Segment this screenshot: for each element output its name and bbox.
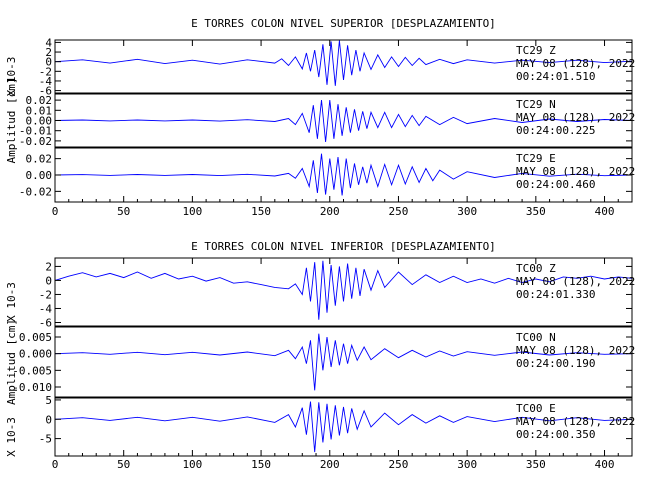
station-label: TC00 N (516, 331, 556, 344)
y-tick-label: 0.000 (19, 348, 52, 361)
y-tick-label: -0.02 (19, 135, 52, 148)
y-tick-label: -0.005 (12, 364, 52, 377)
x-tick-label: 150 (251, 458, 271, 471)
y-tick-label: 0 (45, 274, 52, 287)
y-tick-label: -6 (39, 316, 52, 329)
y-tick-label: -2 (39, 288, 52, 301)
panel-frame (54, 326, 633, 398)
y-tick-label: -0.01 (19, 125, 52, 138)
y-tick-label: -0.010 (12, 381, 52, 394)
station-label: TC29 N (516, 98, 556, 111)
chart-title: E TORRES COLON NIVEL INFERIOR [DESPLAZAM… (191, 240, 496, 253)
x-tick-label: 100 (182, 205, 202, 218)
x-tick-label: 350 (526, 205, 546, 218)
y-tick-label: 0.005 (19, 331, 52, 344)
x-tick-label: 350 (526, 458, 546, 471)
y-tick-label: 2 (45, 46, 52, 59)
station-label: TC29 Z (516, 44, 556, 57)
time-label: 00:24:00.350 (516, 428, 595, 441)
y-tick-label: 0.01 (26, 104, 53, 117)
scale-label: X 10-3 (5, 282, 18, 322)
scale-label: X 10-3 (5, 417, 18, 457)
chart-title: E TORRES COLON NIVEL SUPERIOR [DESPLAZAM… (191, 17, 496, 30)
y-tick-label: -4 (39, 302, 53, 315)
y-tick-label: -4 (39, 75, 53, 88)
x-tick-label: 200 (320, 205, 340, 218)
panel-frame (54, 39, 633, 94)
y-tick-label: 0.02 (26, 94, 53, 107)
x-tick-label: 150 (251, 205, 271, 218)
panel-frame (54, 257, 633, 327)
y-tick-label: 4 (45, 36, 52, 49)
date-label: MAY 08 (128), 2022 (516, 275, 635, 288)
x-tick-label: 0 (52, 458, 59, 471)
scale-label: X 10-3 (5, 57, 18, 97)
x-tick-label: 200 (320, 458, 340, 471)
y-tick-label: 2 (45, 260, 52, 273)
date-label: MAY 08 (128), 2022 (516, 344, 635, 357)
y-tick-label: -5 (39, 433, 52, 446)
time-label: 00:24:00.190 (516, 357, 595, 370)
trace-line (54, 333, 633, 391)
x-tick-label: 400 (595, 205, 615, 218)
date-label: MAY 08 (128), 2022 (516, 415, 635, 428)
y-tick-label: 0.02 (26, 153, 53, 166)
chart-1: E TORRES COLON NIVEL SUPERIOR [DESPLAZAM… (5, 17, 635, 218)
x-tick-label: 100 (182, 458, 202, 471)
x-tick-label: 50 (117, 458, 130, 471)
date-label: MAY 08 (128), 2022 (516, 111, 635, 124)
trace-line (54, 40, 633, 86)
x-tick-label: 300 (457, 205, 477, 218)
y-tick-label: 0.00 (26, 169, 53, 182)
x-tick-label: 50 (117, 205, 130, 218)
x-tick-label: 250 (389, 205, 409, 218)
time-label: 00:24:01.510 (516, 70, 595, 83)
time-label: 00:24:00.225 (516, 124, 595, 137)
y-tick-label: -6 (39, 85, 52, 98)
trace-line (54, 100, 633, 142)
trace-line (54, 153, 633, 196)
x-tick-label: 400 (595, 458, 615, 471)
station-label: TC00 Z (516, 262, 556, 275)
y-tick-label: 0 (45, 413, 52, 426)
time-label: 00:24:01.330 (516, 288, 595, 301)
y-tick-label: 5 (45, 394, 52, 407)
x-tick-label: 0 (52, 205, 59, 218)
chart-2: E TORRES COLON NIVEL INFERIOR [DESPLAZAM… (5, 240, 635, 471)
x-tick-label: 300 (457, 458, 477, 471)
trace-line (54, 260, 633, 320)
y-tick-label: -0.02 (19, 185, 52, 198)
date-label: MAY 08 (128), 2022 (516, 57, 635, 70)
y-tick-label: -2 (39, 65, 52, 78)
trace-line (54, 401, 633, 453)
y-tick-label: 0.00 (26, 115, 53, 128)
y-tick-label: 0 (45, 56, 52, 69)
x-tick-label: 250 (389, 458, 409, 471)
station-label: TC29 E (516, 152, 556, 165)
station-label: TC00 E (516, 402, 556, 415)
y-axis-label: Amplitud [cm] (5, 319, 18, 405)
y-axis-label: Amplitud [cm] (5, 77, 18, 163)
time-label: 00:24:00.460 (516, 178, 595, 191)
date-label: MAY 08 (128), 2022 (516, 165, 635, 178)
